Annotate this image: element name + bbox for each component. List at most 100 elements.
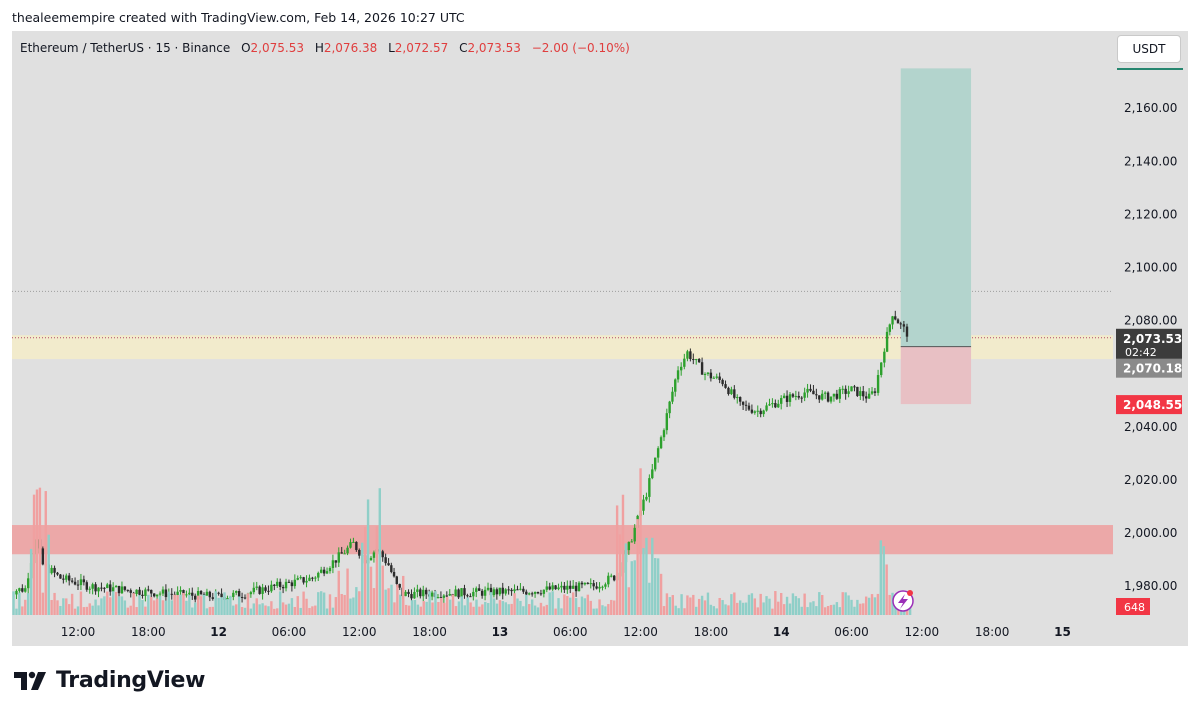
candle-body <box>419 589 422 597</box>
candle-body <box>571 585 575 589</box>
candle-body <box>220 593 223 598</box>
volume-bar <box>586 594 590 615</box>
candle-body <box>62 578 65 580</box>
volume-bar <box>876 593 880 615</box>
volume-bar <box>741 602 745 615</box>
volume-bar <box>144 606 147 615</box>
symbol-title[interactable]: Ethereum / TetherUS · 15 · Binance <box>20 41 231 55</box>
volume-bar <box>797 598 800 615</box>
volume-bar <box>88 603 91 615</box>
currency-button[interactable]: USDT <box>1117 35 1181 63</box>
volume-bar <box>68 604 71 615</box>
candle-body <box>82 579 86 583</box>
volume-bar <box>601 605 604 615</box>
candle-body <box>152 593 156 597</box>
volume-bar <box>659 573 663 615</box>
volume-bar <box>815 606 818 615</box>
candle-body <box>697 359 701 363</box>
candle-body <box>407 591 410 594</box>
price-tick-label: 2,160.00 <box>1124 101 1177 115</box>
volume-bar <box>759 593 762 615</box>
time-tick-label: 14 <box>773 625 790 639</box>
candle-body <box>284 581 288 589</box>
volume-bar <box>610 599 613 615</box>
price-tick-label: 2,000.00 <box>1124 526 1177 540</box>
volume-bar <box>633 560 636 615</box>
volume-bar <box>73 608 77 615</box>
candle-body <box>832 393 836 397</box>
candle-body <box>583 582 587 585</box>
volume-bar <box>689 597 692 615</box>
candle-body <box>264 587 267 591</box>
volume-bar <box>293 606 297 615</box>
volume-bar <box>161 600 165 615</box>
volume-bar <box>718 597 721 615</box>
volume-bar <box>369 566 373 615</box>
volume-bar <box>832 604 836 615</box>
volume-bar <box>615 505 619 615</box>
volume-bar <box>492 598 496 615</box>
candle-body <box>147 589 150 591</box>
ohlc-close-value: 2,073.53 <box>467 41 521 55</box>
volume-bar <box>589 600 592 615</box>
volume-bar <box>777 601 780 615</box>
candle-body <box>311 577 314 579</box>
candle-body <box>252 587 255 593</box>
candle-body <box>290 582 294 587</box>
candle-body <box>741 401 745 405</box>
volume-bar <box>545 604 548 615</box>
notification-dot-icon <box>907 590 913 596</box>
volume-bar <box>308 607 311 615</box>
volume-bar <box>273 608 276 615</box>
volume-bar <box>202 594 206 615</box>
volume-bar <box>287 603 291 615</box>
candle-body <box>158 593 162 595</box>
demand-band <box>12 525 1113 555</box>
volume-bar <box>569 597 572 615</box>
time-tick-label: 18:00 <box>694 625 729 639</box>
candle-body <box>838 389 841 399</box>
candle-body <box>111 587 115 592</box>
time-tick-label: 12:00 <box>623 625 658 639</box>
candle-body <box>905 326 909 337</box>
volume-bar <box>205 608 209 615</box>
candle-body <box>293 579 297 587</box>
volume-bar <box>510 603 513 615</box>
candle-body <box>888 324 892 332</box>
candle-body <box>738 397 742 402</box>
volume-bar <box>276 608 279 615</box>
chart-attribution: thealeemempire created with TradingView.… <box>12 10 465 25</box>
volume-bar <box>683 608 686 615</box>
candle-body <box>436 597 440 599</box>
candle-body <box>258 586 261 594</box>
volume-bar <box>715 608 718 615</box>
candle-body <box>774 403 777 408</box>
candle-body <box>211 597 214 599</box>
volume-bar <box>806 607 809 615</box>
volume-bar <box>44 491 47 615</box>
volume-bar <box>214 591 217 615</box>
volume-bar <box>859 603 862 615</box>
price-tick-label: 2,020.00 <box>1124 473 1177 487</box>
volume-bar <box>311 606 314 615</box>
volume-bar <box>674 605 677 615</box>
volume-bar <box>454 606 458 615</box>
volume-bar <box>328 594 332 615</box>
volume-bar <box>317 592 320 615</box>
candle-body <box>759 410 762 415</box>
candle-body <box>179 590 182 592</box>
candle-body <box>343 553 346 555</box>
price-tick-label: 2,080.00 <box>1124 314 1177 328</box>
volume-bar <box>812 601 815 615</box>
volume-bar <box>393 602 396 615</box>
volume-bar <box>152 600 156 615</box>
volume-bar <box>440 597 443 615</box>
volume-bar <box>680 594 683 615</box>
candle-body <box>492 589 496 596</box>
volume-bar <box>355 587 358 615</box>
volume-bar <box>651 537 654 615</box>
volume-bar <box>428 591 431 615</box>
candle-body <box>659 437 663 449</box>
candle-body <box>457 589 460 598</box>
